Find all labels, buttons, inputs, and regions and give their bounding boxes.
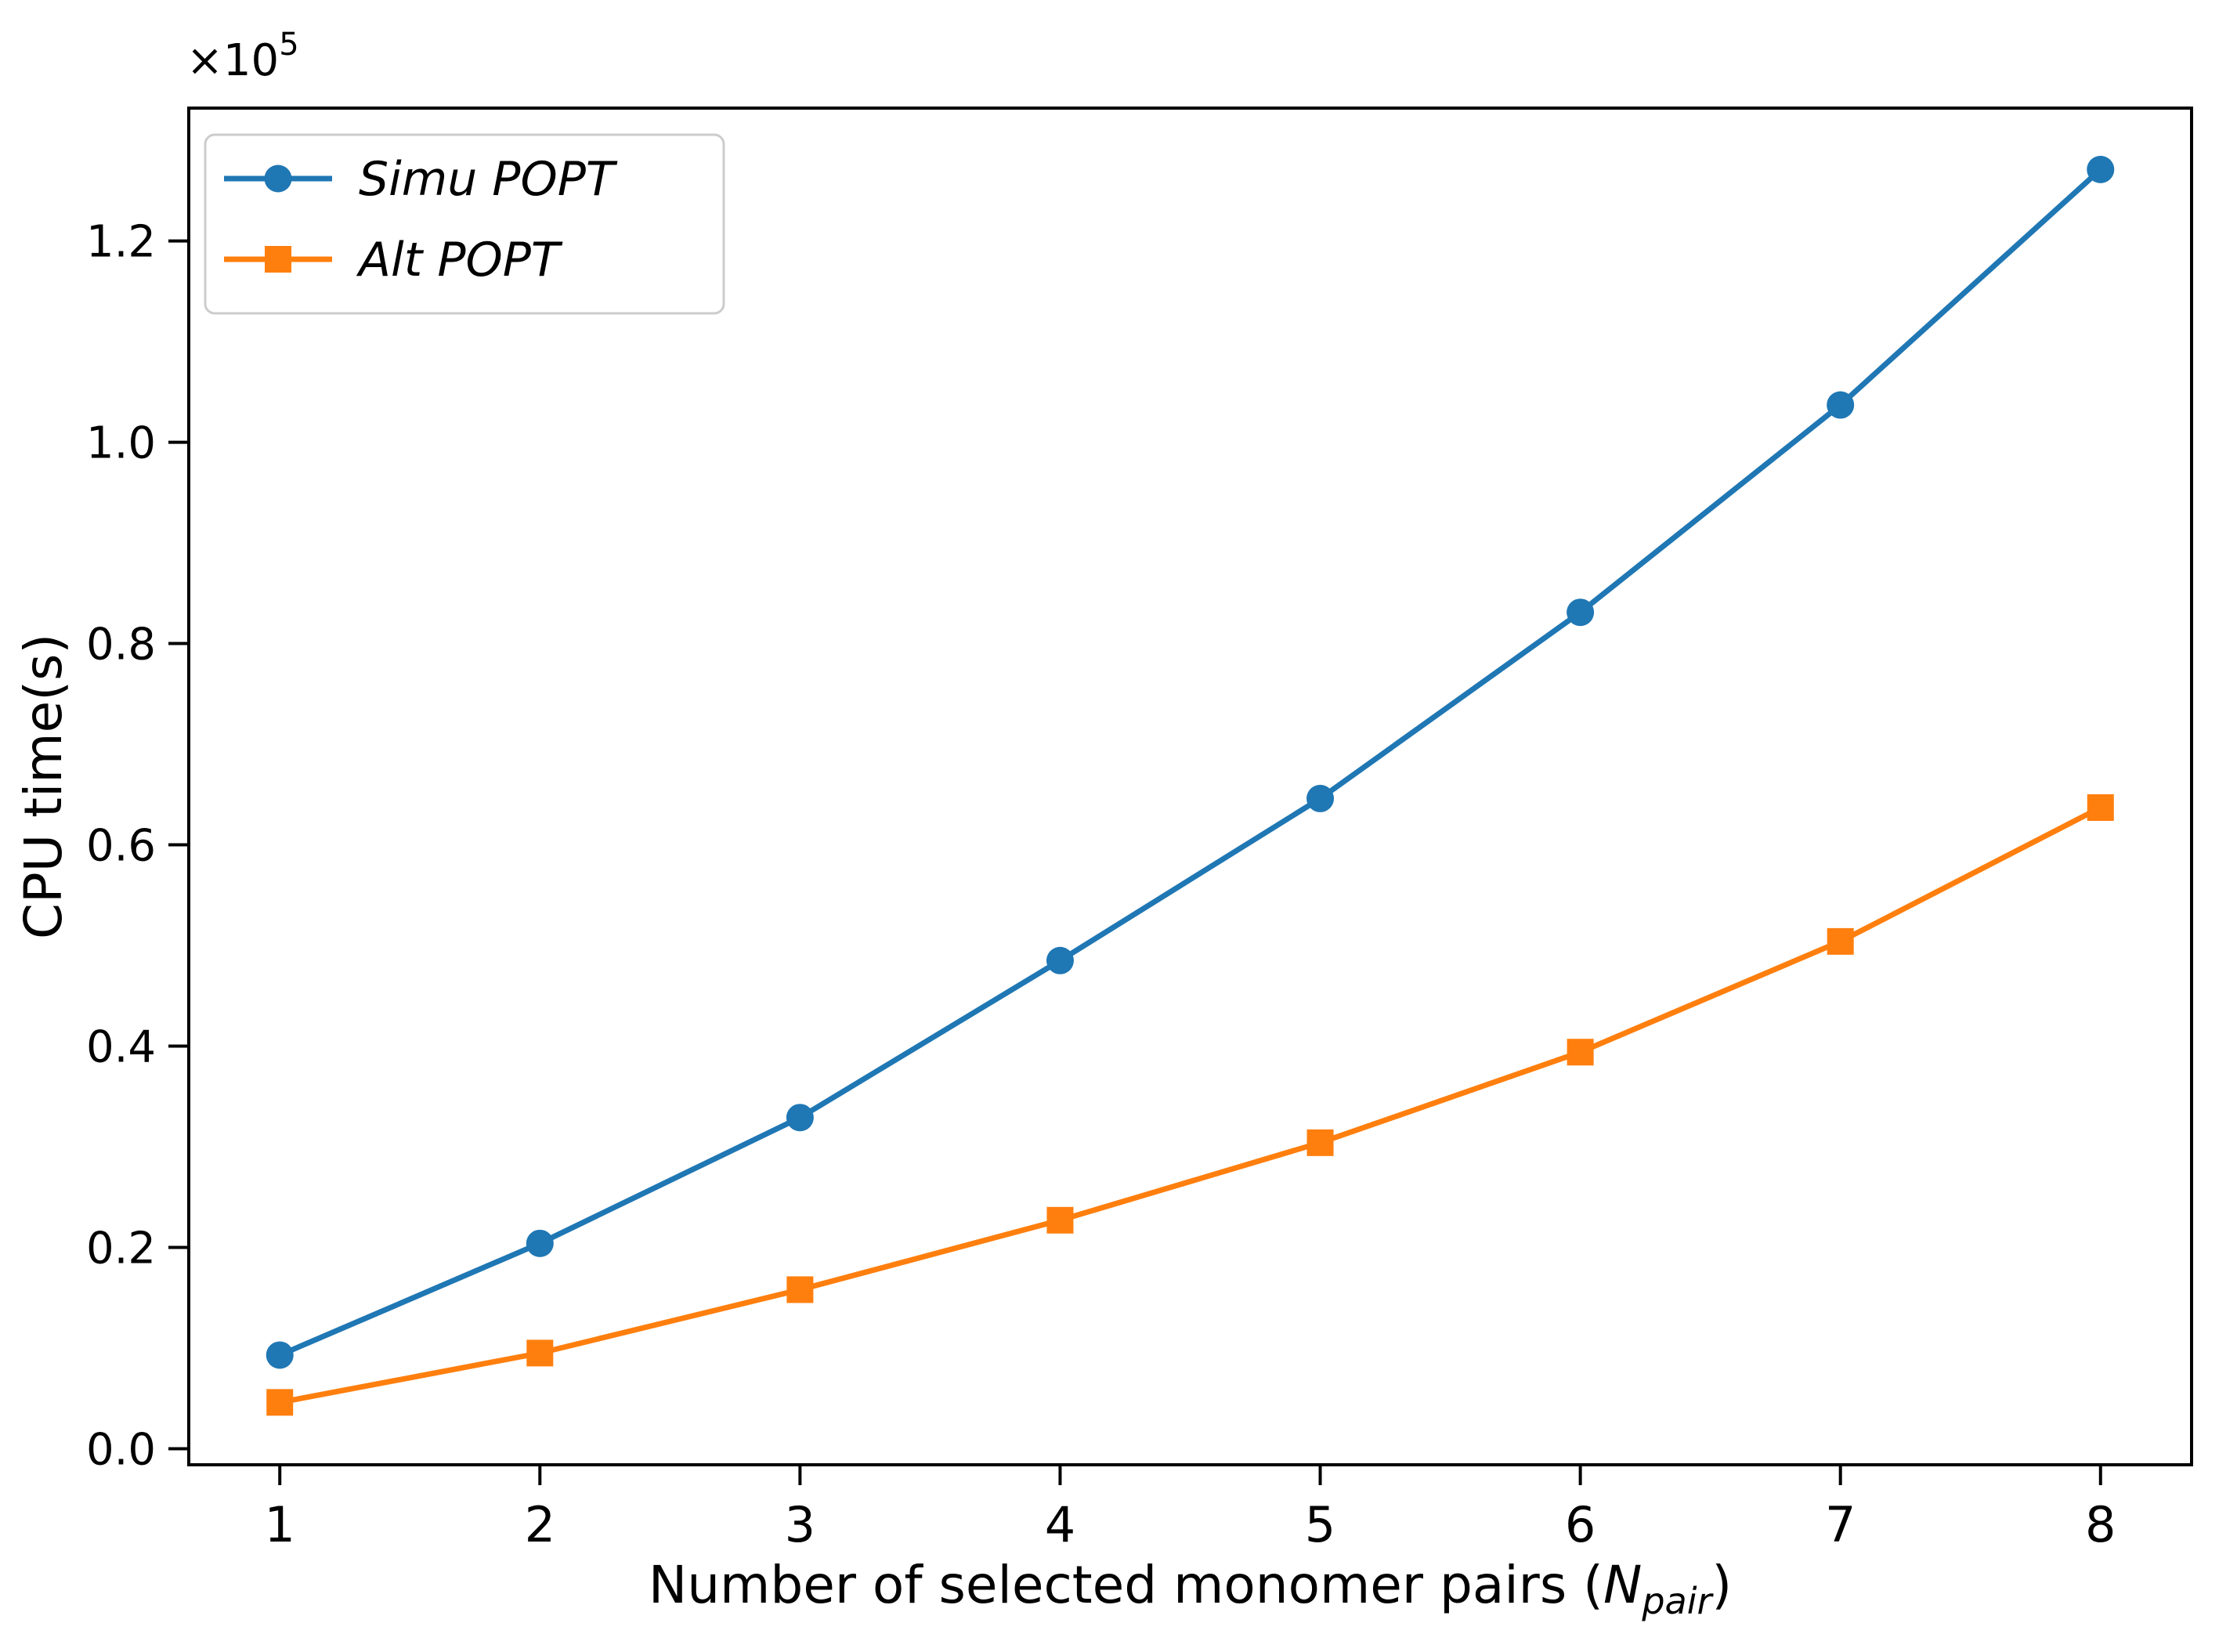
x-axis-label: Number of selected monomer pairs (Npair) [649,1555,1732,1622]
x-tick-label: 1 [265,1496,295,1553]
y-axis-offset-text: ×105 [186,27,299,86]
y-tick-label: 0.8 [86,620,156,671]
legend-marker-square [265,246,291,273]
y-tick-label: 1.0 [86,418,156,469]
plot-frame [187,107,2193,1466]
data-point-circle [1046,946,1074,974]
legend-label: Alt POPT [356,233,563,287]
data-point-circle [2087,155,2115,183]
y-tick-label: 1.2 [86,217,156,268]
data-series [266,155,2115,1416]
data-point-square [526,1339,554,1367]
x-tick-label: 8 [2085,1496,2116,1553]
data-point-circle [266,1341,294,1369]
data-point-circle [526,1229,554,1257]
data-point-circle [1567,598,1595,627]
data-point-circle [786,1104,814,1132]
data-point-square [2087,793,2114,821]
data-point-square [1306,1129,1334,1156]
y-axis-label: CPU time(s) [13,634,74,939]
x-axis: 1 2 3 4 5 6 7 8 [265,1465,2116,1553]
plot-border [187,107,2193,1466]
legend-label: Simu POPT [359,152,618,207]
data-point-circle [1827,391,1855,419]
data-point-circle [1306,784,1335,812]
y-tick-label: 0.6 [86,821,156,872]
x-tick-label: 2 [525,1496,555,1553]
x-tick-label: 5 [1305,1496,1335,1553]
legend-box [204,133,725,315]
y-tick-label: 0.0 [86,1424,156,1475]
x-tick-label: 6 [1565,1496,1596,1553]
data-point-square [266,1389,294,1416]
data-point-square [1567,1039,1594,1066]
legend: Simu POPT Alt POPT [204,133,725,315]
y-tick-label: 0.4 [86,1021,156,1072]
data-point-square [1046,1206,1074,1234]
x-tick-label: 7 [1825,1496,1856,1553]
series-line-circle [278,167,2103,1358]
x-tick-label: 3 [785,1496,815,1553]
legend-marker-circle [264,164,292,193]
y-axis: 0.0 0.2 0.4 0.6 0.8 1.0 1.2 [86,217,189,1475]
data-point-square [1827,927,1854,955]
x-tick-label: 4 [1045,1496,1075,1553]
y-tick-label: 0.2 [86,1223,156,1274]
series-line-square [279,804,2102,1405]
data-point-square [786,1276,814,1303]
